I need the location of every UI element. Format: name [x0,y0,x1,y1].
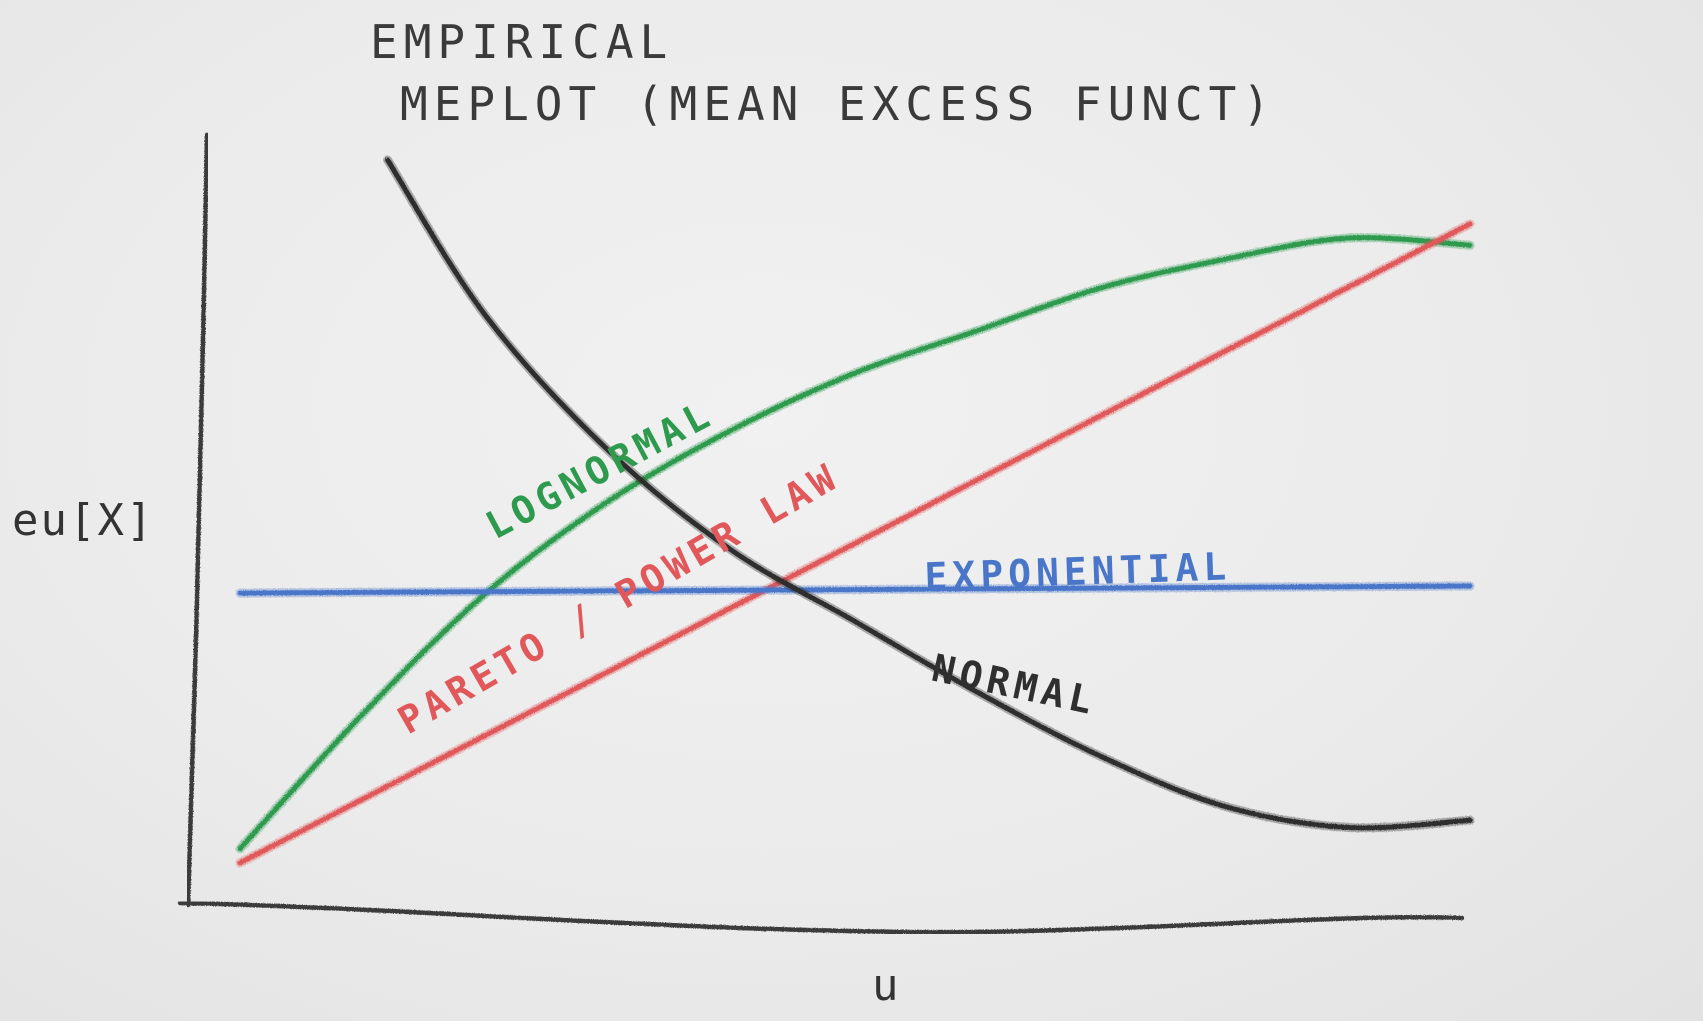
y-axis-label: eu[X] [12,495,154,546]
lognormal-label: LOGNORMAL [479,391,721,548]
y-axis-line [185,132,210,908]
series-line-lognormal [237,235,1473,852]
chart-title-line-2: MEPLOT (MEAN EXCESS FUNCT) [400,77,1276,131]
series-layer [235,155,1475,868]
chart-title-line-1: EMPIRICAL [370,15,673,69]
series-line-exponential [237,583,1473,596]
exponential-label: EXPONENTIAL [924,544,1232,599]
series-line-pareto-power-law [237,221,1473,866]
series-line-normal [385,157,1473,831]
x-axis-line [177,900,1465,935]
x-axis-label: u [872,960,901,1011]
